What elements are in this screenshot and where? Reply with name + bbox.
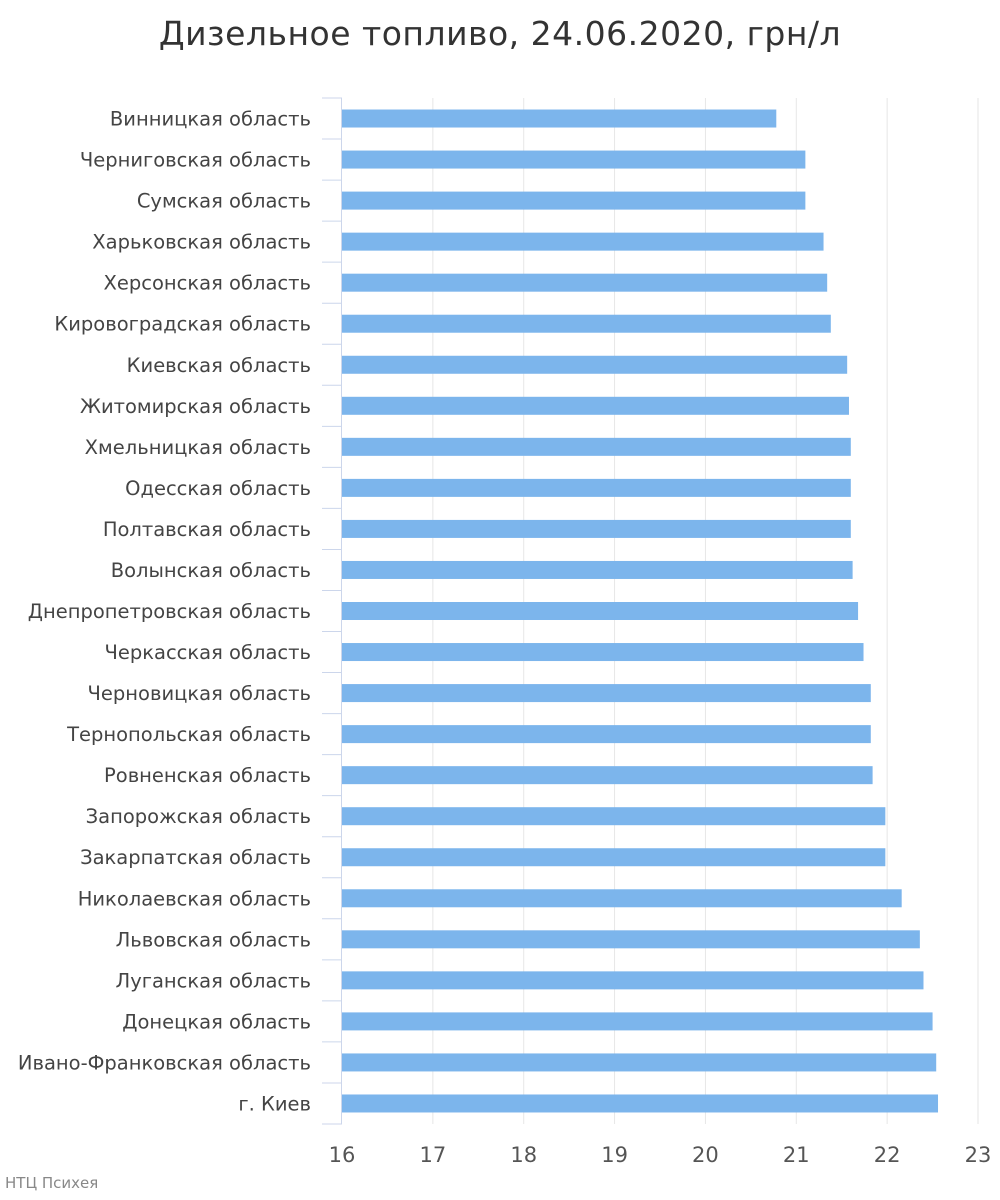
bar[interactable] xyxy=(342,109,777,128)
category-label: Черниговская область xyxy=(80,149,311,172)
category-label: Сумская область xyxy=(137,190,311,213)
category-label: Полтавская область xyxy=(103,518,311,541)
credit-text: НТЦ Психея xyxy=(5,1174,99,1192)
category-label: Хмельницкая область xyxy=(85,436,311,459)
category-label: Закарпатская область xyxy=(80,846,311,869)
category-label: Днепропетровская область xyxy=(28,600,311,623)
category-label: Ивано-Франковская область xyxy=(18,1051,311,1074)
x-tick-label: 19 xyxy=(601,1143,628,1167)
category-label: Волынская область xyxy=(111,559,311,582)
x-tick-label: 17 xyxy=(419,1143,446,1167)
x-tick-label: 16 xyxy=(329,1143,356,1167)
bar[interactable] xyxy=(342,1012,933,1031)
category-label: Киевская область xyxy=(127,354,311,377)
x-tick-label: 18 xyxy=(510,1143,537,1167)
axes xyxy=(322,97,342,1125)
category-label: Львовская область xyxy=(116,928,311,951)
bar[interactable] xyxy=(342,889,902,908)
bar[interactable] xyxy=(342,1094,939,1113)
category-label: Харьковская область xyxy=(92,231,311,254)
x-tick-label: 20 xyxy=(692,1143,719,1167)
bar[interactable] xyxy=(342,684,871,703)
category-labels: Винницкая область Черниговская область Сум… xyxy=(18,108,311,1116)
category-label: Ровненская область xyxy=(104,764,311,787)
bar[interactable] xyxy=(342,643,864,662)
category-label: Черкасская область xyxy=(104,641,311,664)
category-label: Николаевская область xyxy=(78,887,311,910)
x-tick-label: 21 xyxy=(783,1143,810,1167)
category-label: Херсонская область xyxy=(104,272,311,295)
bar[interactable] xyxy=(342,478,851,497)
category-label: Одесская область xyxy=(125,477,311,500)
bar[interactable] xyxy=(342,191,806,210)
bar[interactable] xyxy=(342,355,848,374)
bar[interactable] xyxy=(342,848,886,867)
bar[interactable] xyxy=(342,930,920,949)
category-label: Кировоградская область xyxy=(54,313,311,336)
bar[interactable] xyxy=(342,314,831,333)
bar[interactable] xyxy=(342,519,851,538)
bar[interactable] xyxy=(342,766,873,785)
bar[interactable] xyxy=(342,232,824,251)
bar[interactable] xyxy=(342,1053,937,1072)
category-label: Тернопольская область xyxy=(66,723,311,746)
x-tick-labels: 16 17 18 19 20 21 22 23 xyxy=(329,1143,992,1167)
category-label: Донецкая область xyxy=(122,1010,311,1033)
x-tick-label: 23 xyxy=(965,1143,992,1167)
bars xyxy=(342,109,939,1113)
category-label: г. Киев xyxy=(238,1092,311,1115)
category-label: Черновицкая область xyxy=(88,682,311,705)
category-label: Запорожская область xyxy=(86,805,311,828)
bar[interactable] xyxy=(342,396,849,415)
bar[interactable] xyxy=(342,725,871,744)
category-label: Луганская область xyxy=(116,969,311,992)
category-label: Житомирская область xyxy=(80,395,311,418)
bar[interactable] xyxy=(342,971,924,990)
bar[interactable] xyxy=(342,150,806,169)
bar[interactable] xyxy=(342,273,828,292)
bar[interactable] xyxy=(342,437,851,456)
bar[interactable] xyxy=(342,560,853,579)
x-tick-label: 22 xyxy=(874,1143,901,1167)
bar[interactable] xyxy=(342,807,886,826)
bar[interactable] xyxy=(342,602,859,620)
category-label: Винницкая область xyxy=(110,108,311,131)
chart-title: Дизельное топливо, 24.06.2020, грн/л xyxy=(158,14,842,53)
